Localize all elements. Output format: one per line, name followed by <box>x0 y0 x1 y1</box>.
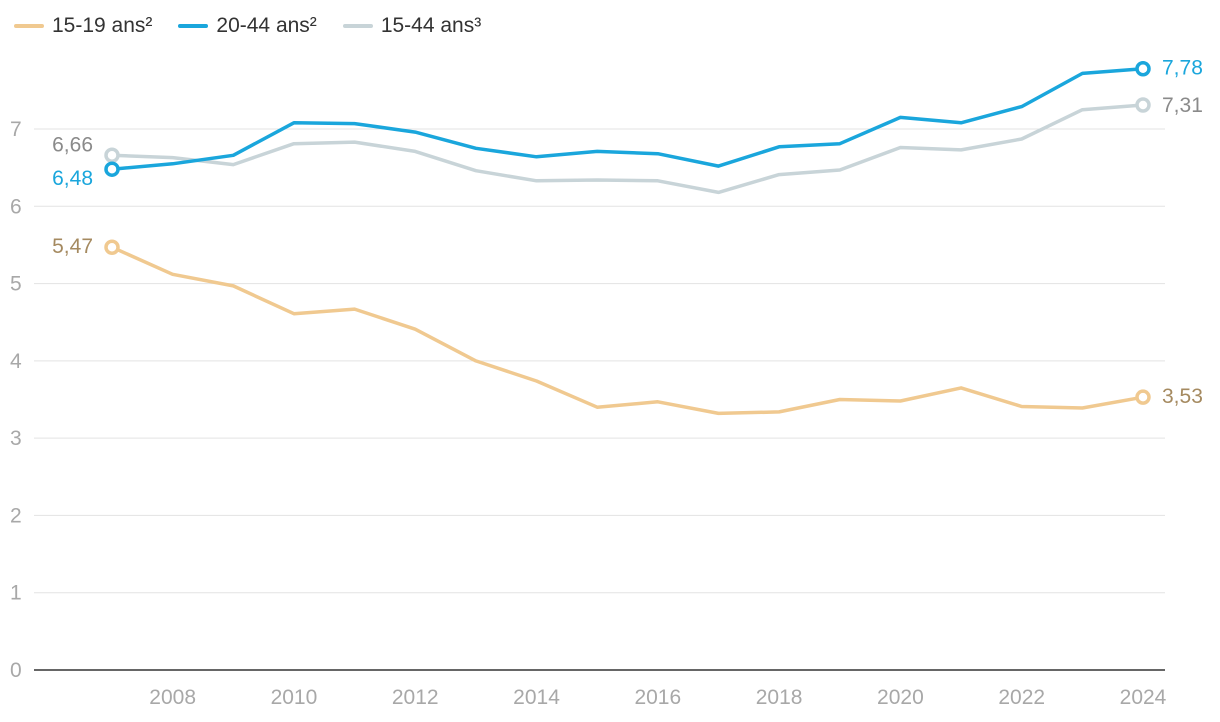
start-label-15-19: 5,47 <box>52 235 93 258</box>
legend-item-15-44: 15-44 ans³ <box>342 14 482 38</box>
x-tick-label-2018: 2018 <box>756 686 803 709</box>
x-tick-label-2012: 2012 <box>392 686 439 709</box>
y-tick-label-2: 2 <box>10 504 22 527</box>
x-tick-label-2010: 2010 <box>271 686 318 709</box>
legend-item-15-19: 15-19 ans² <box>14 14 152 38</box>
start-marker-15-19 <box>104 239 120 255</box>
x-tick-label-2022: 2022 <box>998 686 1045 709</box>
y-tick-label-1: 1 <box>10 582 22 605</box>
legend-label-20-44: 20-44 ans² <box>216 14 317 37</box>
start-label-15-44: 6,66 <box>52 133 93 156</box>
series-line-20-44 <box>110 66 1145 171</box>
end-label-20-44: 7,78 <box>1162 57 1203 80</box>
legend-swatch-15-44 <box>342 24 373 28</box>
series-line-15-44 <box>110 103 1145 195</box>
end-marker-15-19 <box>1135 389 1151 405</box>
end-marker-20-44 <box>1135 60 1151 77</box>
x-tick-label-2020: 2020 <box>877 686 924 709</box>
y-tick-label-6: 6 <box>10 195 22 218</box>
legend-label-15-44: 15-44 ans³ <box>380 14 482 37</box>
end-marker-15-44 <box>1135 97 1151 113</box>
end-label-15-44: 7,31 <box>1162 94 1203 117</box>
series-line-15-19 <box>110 245 1145 416</box>
x-tick-label-2016: 2016 <box>634 686 681 709</box>
legend-swatch-15-19 <box>14 24 44 28</box>
start-marker-15-44 <box>104 147 120 164</box>
y-tick-label-0: 0 <box>10 659 22 682</box>
legend-label-15-19: 15-19 ans² <box>52 14 153 37</box>
legend-swatch-20-44 <box>178 24 209 28</box>
x-tick-label-2024: 2024 <box>1120 686 1167 709</box>
legend-item-20-44: 20-44 ans² <box>178 14 317 38</box>
x-tick-label-2014: 2014 <box>513 686 560 709</box>
end-label-15-19: 3,53 <box>1162 385 1203 408</box>
x-tick-label-2008: 2008 <box>149 686 196 709</box>
y-tick-label-4: 4 <box>10 350 22 373</box>
y-tick-label-3: 3 <box>10 427 22 450</box>
start-marker-20-44 <box>104 161 120 177</box>
y-tick-label-7: 7 <box>10 118 22 141</box>
start-label-20-44: 6,48 <box>52 167 93 190</box>
y-tick-label-5: 5 <box>10 273 22 296</box>
chart-legend: 15-19 ans² 20-44 ans² 15-44 ans³ <box>14 14 481 38</box>
